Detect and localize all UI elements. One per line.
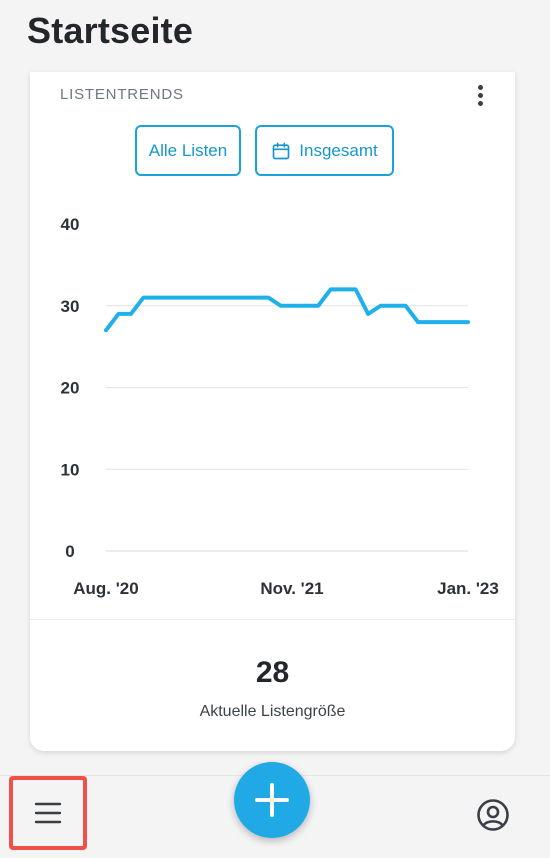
hamburger-menu-icon[interactable] xyxy=(9,776,87,850)
y-tick-label: 0 xyxy=(65,542,74,561)
y-tick-label: 30 xyxy=(61,297,80,316)
trend-line xyxy=(104,287,470,333)
period-filter-label: Insgesamt xyxy=(299,140,378,160)
add-button[interactable] xyxy=(234,762,310,838)
x-tick-label: Aug. '20 xyxy=(73,579,138,598)
calendar-icon xyxy=(272,142,290,159)
all-lists-filter-button[interactable]: Alle Listen xyxy=(135,125,241,176)
kebab-menu-icon[interactable] xyxy=(465,80,495,110)
y-tick-label: 40 xyxy=(61,215,80,234)
x-tick-label: Jan. '23 xyxy=(437,579,499,598)
bottom-navigation xyxy=(0,762,550,858)
y-tick-label: 20 xyxy=(61,379,80,398)
page-title: Startseite xyxy=(27,10,194,51)
all-lists-filter-label: Alle Listen xyxy=(148,140,228,160)
period-filter-button[interactable]: Insgesamt xyxy=(255,125,394,176)
current-list-size-label: Aktuelle Listengröße xyxy=(199,703,346,720)
list-trend-chart: 0 10 20 30 40 Aug. '20 Nov. '21 Jan. '23 xyxy=(61,215,499,598)
current-list-size-value: 28 xyxy=(255,656,290,689)
y-tick-label: 10 xyxy=(61,460,80,479)
list-trends-card: LISTENTRENDS Alle Listen Insgesamt 0 10 20… xyxy=(30,72,515,751)
card-title: LISTENTRENDS xyxy=(60,86,184,103)
card-divider xyxy=(30,619,515,620)
user-circle-icon[interactable] xyxy=(476,798,510,832)
x-tick-label: Nov. '21 xyxy=(260,579,323,598)
plus-icon xyxy=(255,783,289,817)
